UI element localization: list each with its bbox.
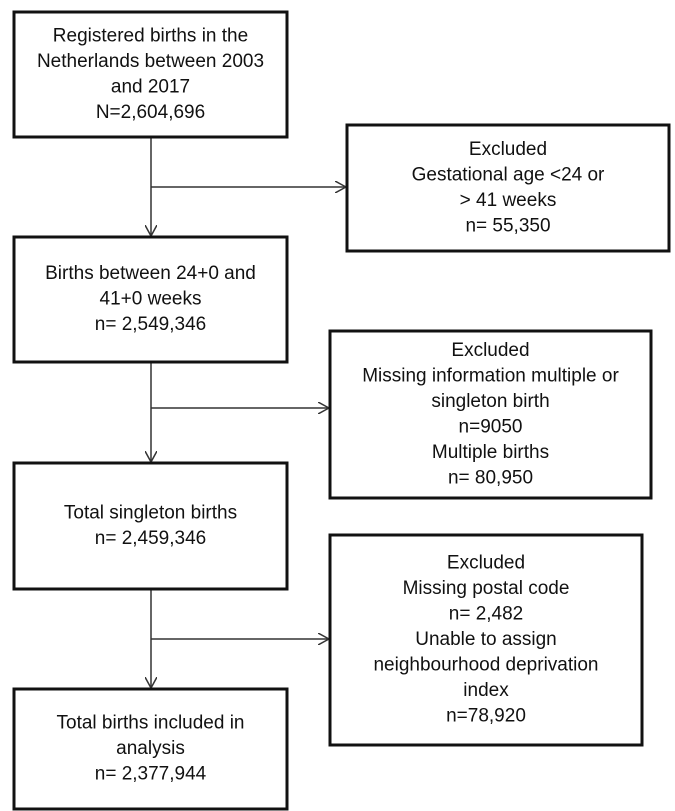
flow-box bbox=[12, 687, 289, 811]
box-text: Births between 24+0 and bbox=[45, 263, 256, 284]
exclusion-box bbox=[328, 533, 644, 747]
box-text: Netherlands between 2003 bbox=[37, 51, 264, 72]
box-text: neighbourhood deprivation bbox=[373, 655, 598, 676]
box-text: n= 55,350 bbox=[465, 215, 550, 236]
box-text: analysis bbox=[116, 738, 185, 759]
box-text: Missing information multiple or bbox=[362, 365, 619, 386]
box-text: Missing postal code bbox=[403, 578, 570, 599]
box-text: and 2017 bbox=[111, 76, 190, 97]
box-text: n=9050 bbox=[459, 416, 523, 437]
box-text: index bbox=[463, 680, 509, 701]
box-text: Multiple births bbox=[432, 442, 549, 463]
box-text: 41+0 weeks bbox=[100, 289, 202, 310]
box-text: n= 2,459,346 bbox=[95, 528, 206, 549]
box-text: n=78,920 bbox=[446, 706, 526, 727]
box-text: > 41 weeks bbox=[460, 190, 557, 211]
flow-box bbox=[12, 235, 289, 364]
exclusion-box bbox=[345, 123, 671, 253]
box-text: Total singleton births bbox=[64, 502, 237, 523]
exclusion-box bbox=[328, 329, 653, 500]
box-text: singleton birth bbox=[431, 391, 549, 412]
box-text: Excluded bbox=[469, 139, 547, 160]
box-text: Total births included in bbox=[57, 713, 245, 734]
box-text: n= 80,950 bbox=[448, 467, 533, 488]
box-text: N=2,604,696 bbox=[96, 102, 205, 123]
box-text: Excluded bbox=[451, 340, 529, 361]
flow-box bbox=[12, 10, 289, 139]
box-text: Unable to assign bbox=[415, 629, 557, 650]
box-text: Gestational age <24 or bbox=[412, 164, 605, 185]
box-text: n= 2,377,944 bbox=[95, 764, 207, 785]
box-text: Registered births in the bbox=[53, 25, 248, 46]
box-text: Excluded bbox=[447, 553, 525, 574]
flow-box bbox=[12, 461, 289, 591]
box-text: n= 2,482 bbox=[449, 604, 524, 625]
connectors bbox=[151, 138, 346, 688]
box-text: n= 2,549,346 bbox=[95, 314, 206, 335]
